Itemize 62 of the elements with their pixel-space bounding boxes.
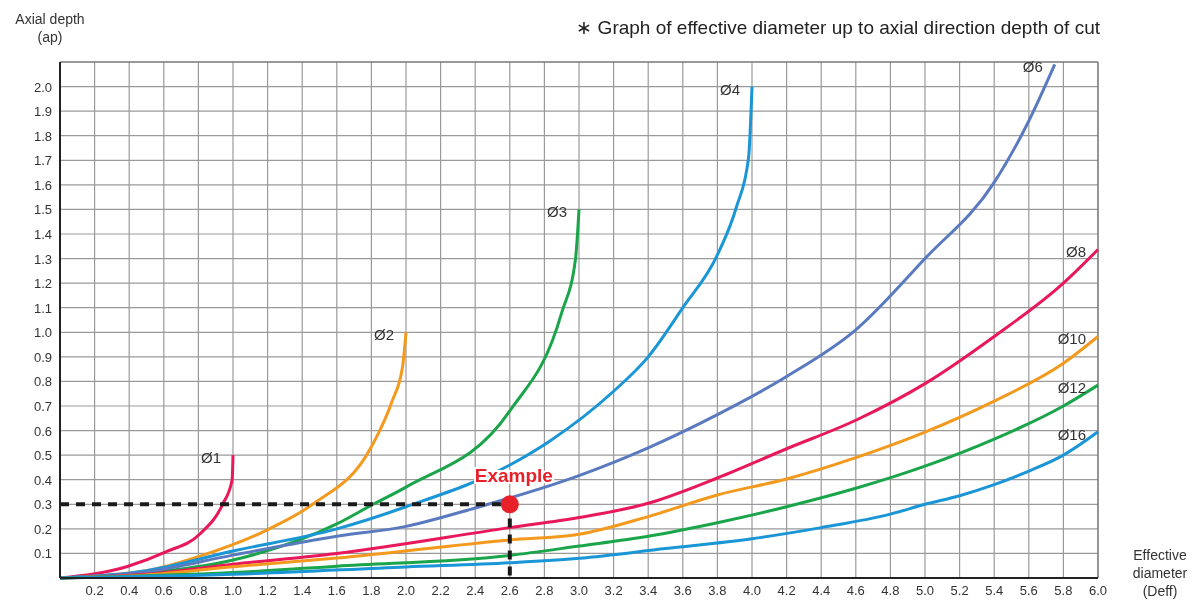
- y-tick-label: 0.4: [33, 472, 52, 488]
- x-tick-label: 2.2: [431, 583, 450, 598]
- series-label: Ø8: [1065, 243, 1086, 261]
- series-label: Ø1: [200, 449, 221, 467]
- x-tick-label: 0.4: [120, 583, 139, 598]
- chart-title: ∗ Graph of effective diameter up to axial direction depth of cut: [576, 17, 1101, 38]
- x-tick-label: 6.0: [1088, 583, 1108, 598]
- x-tick-label: 1.2: [258, 583, 277, 598]
- x-tick-label: 0.6: [154, 583, 173, 598]
- x-tick-label: 4.2: [777, 583, 796, 598]
- x-tick-label: 3.8: [708, 583, 727, 598]
- y-tick-label: 2.0: [33, 79, 52, 95]
- x-tick-label: 2.8: [535, 583, 554, 598]
- series-label: Ø10: [1057, 330, 1086, 348]
- x-axis-title: Effective diameter (Deff): [1132, 547, 1188, 599]
- x-tick-label: 4.6: [846, 583, 865, 598]
- x-tick-label: 3.2: [604, 583, 623, 598]
- x-tick-label: 5.4: [985, 583, 1004, 598]
- x-tick-label: 2.4: [466, 583, 485, 598]
- x-tick-label: 3.0: [569, 583, 589, 598]
- y-tick-label: 1.6: [33, 177, 52, 193]
- y-tick-label: 1.1: [33, 300, 52, 316]
- x-tick-label: 0.8: [189, 583, 208, 598]
- y-tick-label: 1.7: [33, 153, 52, 169]
- x-tick-label: 1.8: [362, 583, 381, 598]
- series-label: Ø6: [1022, 58, 1043, 76]
- y-tick-label: 0.7: [33, 399, 52, 414]
- series-label: Ø2: [373, 326, 394, 344]
- series-label: Ø4: [719, 80, 740, 98]
- x-tick-label: 4.0: [742, 583, 762, 598]
- x-tick-label: 5.2: [950, 583, 969, 598]
- y-tick-label: 0.8: [33, 374, 52, 390]
- y-tick-label: 1.9: [33, 104, 52, 120]
- y-tick-label: 0.1: [33, 546, 52, 562]
- y-tick-label: 0.5: [33, 448, 52, 464]
- y-tick-label: 1.3: [33, 251, 52, 267]
- x-tick-label: 2.0: [396, 583, 416, 598]
- x-tick-label: 1.0: [223, 583, 243, 598]
- y-axis-title: Axial depth (ap): [15, 11, 85, 45]
- x-tick-label: 0.2: [85, 583, 104, 598]
- x-tick-label: 5.0: [915, 583, 935, 598]
- x-tick-label: 2.6: [500, 583, 519, 598]
- y-tick-label: 1.2: [33, 276, 52, 292]
- x-tick-label: 5.6: [1019, 583, 1038, 598]
- x-tick-label: 5.8: [1054, 583, 1073, 598]
- x-tick-label: 1.6: [327, 583, 346, 598]
- y-tick-label: 0.6: [33, 423, 52, 439]
- y-tick-label: 0.2: [33, 521, 52, 537]
- series-label: Ø16: [1057, 425, 1086, 443]
- x-tick-label: 4.8: [881, 583, 900, 598]
- y-tick-label: 0.9: [33, 349, 52, 365]
- x-tick-label: 4.4: [812, 583, 831, 598]
- y-tick-label: 0.3: [33, 497, 52, 513]
- y-tick-label: 1.0: [33, 325, 52, 341]
- x-tick-label: 3.6: [673, 583, 692, 598]
- y-tick-label: 1.4: [33, 227, 52, 242]
- y-tick-label: 1.5: [33, 202, 52, 218]
- series-label: Ø3: [546, 203, 567, 221]
- series-label: Ø12: [1057, 379, 1086, 397]
- x-tick-label: 1.4: [293, 583, 312, 598]
- x-tick-label: 3.4: [639, 583, 658, 598]
- y-tick-label: 1.8: [33, 128, 52, 144]
